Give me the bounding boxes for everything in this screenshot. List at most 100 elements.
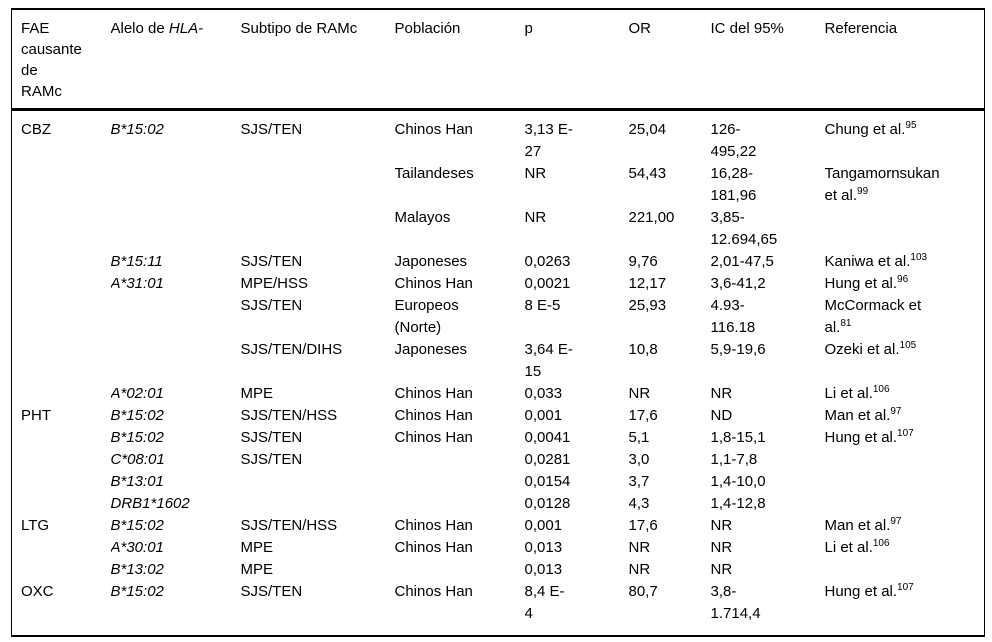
reference-citation-superscript: 81 xyxy=(840,318,852,329)
cell-allele: B*15:02 xyxy=(110,407,164,424)
reference-text: Li et al. xyxy=(824,539,873,556)
col-header-allele-gene: HLA- xyxy=(168,20,204,37)
cell-subtype: SJS/TEN xyxy=(240,121,303,138)
cell-ci: 126- 495,22 xyxy=(710,121,757,160)
cell-allele: C*08:01 xyxy=(110,451,165,468)
reference-text: Chung et al. xyxy=(824,121,906,138)
col-header-population: Población xyxy=(394,9,525,111)
col-header-p-value: p xyxy=(524,9,629,111)
cell-fae xyxy=(12,383,111,405)
cell-subtype: SJS/TEN/DIHS xyxy=(240,341,343,358)
cell-p: 0,013 xyxy=(524,539,563,556)
cell-or: 12,17 xyxy=(628,275,667,292)
cell-allele: B*13:02 xyxy=(110,561,164,578)
reference-citation-superscript: 97 xyxy=(890,516,902,527)
cell-reference xyxy=(825,559,985,581)
cell-fae xyxy=(12,295,111,339)
cell-subtype: SJS/TEN xyxy=(240,451,303,468)
cell-allele xyxy=(111,295,241,339)
cell-or: NR xyxy=(628,561,651,578)
cell-ci: 16,28- 181,96 xyxy=(710,165,757,204)
cell-allele: B*15:02 xyxy=(110,429,164,446)
cell-reference: McCormack et al.81 xyxy=(825,295,985,339)
cell-reference: Li et al.106 xyxy=(825,383,985,405)
cell-ci: 4.93- 116.18 xyxy=(710,297,756,336)
col-header-fae: FAE causante de RAMc xyxy=(11,9,111,111)
table-row: OXC B*15:02 SJS/TEN Chinos Han 8,4 E- 4 80,7 3… xyxy=(12,581,985,636)
reference-citation-superscript: 106 xyxy=(872,384,890,395)
reference-text: Ozeki et al. xyxy=(824,341,900,358)
cell-fae xyxy=(12,207,111,251)
cell-population: Chinos Han xyxy=(394,539,473,556)
table-row: DRB1*1602 0,0128 4,3 1,4-12,8 xyxy=(12,493,985,515)
cell-p: 0,0154 xyxy=(524,473,571,490)
cell-allele: A*31:01 xyxy=(110,275,164,292)
cell-or: 17,6 xyxy=(628,517,658,534)
cell-allele: B*15:02 xyxy=(110,517,164,534)
reference-text: Man et al. xyxy=(824,517,891,534)
table-row: B*15:02 SJS/TEN Chinos Han 0,0041 5,1 1,8-15,… xyxy=(12,427,985,449)
cell-or: 10,8 xyxy=(628,341,658,358)
cell-subtype: SJS/TEN xyxy=(240,297,303,314)
cell-population: Chinos Han xyxy=(394,517,473,534)
table-row: B*15:11 SJS/TEN Japoneses 0,0263 9,76 2,01-47… xyxy=(12,251,985,273)
cell-population xyxy=(395,559,525,581)
cell-fae xyxy=(12,559,111,581)
cell-fae xyxy=(12,493,111,515)
table-row: Malayos NR 221,00 3,85- 12.694,65 xyxy=(12,207,985,251)
cell-p: 0,033 xyxy=(524,385,563,402)
cell-reference: Hung et al.107 xyxy=(825,581,985,636)
cell-ci: NR xyxy=(710,561,733,578)
cell-subtype: SJS/TEN xyxy=(240,429,303,446)
header-row: FAE causante de RAMc Alelo de HLA- Subti… xyxy=(11,9,985,111)
cell-subtype: SJS/TEN xyxy=(240,583,303,600)
col-header-odds-ratio: OR xyxy=(628,9,711,111)
cell-subtype: MPE xyxy=(240,385,274,402)
cell-population xyxy=(395,449,525,471)
cell-subtype: MPE/HSS xyxy=(240,275,309,292)
cell-p: 0,0021 xyxy=(524,275,571,292)
col-header-allele: Alelo de HLA- xyxy=(110,9,241,111)
cell-allele: A*02:01 xyxy=(110,385,164,402)
cell-ci: 1,1-7,8 xyxy=(710,451,758,468)
cell-fae xyxy=(12,273,111,295)
col-header-subtype: Subtipo de RAMc xyxy=(240,9,395,111)
table-row: PHT B*15:02 SJS/TEN/HSS Chinos Han 0,001 17,6… xyxy=(12,405,985,427)
table-row: SJS/TEN Europeos (Norte) 8 E-5 25,93 4.93- 1… xyxy=(12,295,985,339)
cell-ci: 3,8- 1.714,4 xyxy=(710,583,761,622)
cell-or: 4,3 xyxy=(628,495,650,512)
cell-reference xyxy=(825,449,985,471)
cell-reference: Ozeki et al.105 xyxy=(825,339,985,383)
cell-reference: Kaniwa et al.103 xyxy=(825,251,985,273)
cell-reference: Man et al.97 xyxy=(825,405,985,427)
cell-population: Chinos Han xyxy=(394,121,473,138)
table-row: A*31:01 MPE/HSS Chinos Han 0,0021 12,17 3,6-4… xyxy=(12,273,985,295)
reference-citation-superscript: 95 xyxy=(905,120,917,131)
cell-fae: PHT xyxy=(21,407,51,424)
cell-reference: Chung et al.95 xyxy=(825,110,985,164)
cell-or: 3,0 xyxy=(628,451,650,468)
cell-population xyxy=(395,493,525,515)
cell-population: Japoneses xyxy=(394,253,468,270)
cell-reference: Tangamornsukan et al.99 xyxy=(825,163,985,207)
cell-ci: NR xyxy=(710,385,733,402)
col-header-reference: Referencia xyxy=(824,9,985,111)
cell-allele: B*15:11 xyxy=(110,253,163,270)
cell-fae xyxy=(12,339,111,383)
cell-population: Chinos Han xyxy=(394,429,473,446)
cell-p: 0,001 xyxy=(524,407,563,424)
cell-reference xyxy=(825,493,985,515)
reference-text: McCormack et al. xyxy=(824,297,922,336)
cell-allele: B*15:02 xyxy=(110,121,164,138)
cell-ci: NR xyxy=(710,539,733,556)
cell-p: 0,0128 xyxy=(524,495,571,512)
col-header-allele-prefix: Alelo de xyxy=(110,20,165,37)
table-row: LTG B*15:02 SJS/TEN/HSS Chinos Han 0,001 17,6… xyxy=(12,515,985,537)
cell-p: 0,013 xyxy=(524,561,563,578)
cell-reference: Man et al.97 xyxy=(825,515,985,537)
reference-text: Li et al. xyxy=(824,385,873,402)
cell-fae: LTG xyxy=(21,517,50,534)
cell-ci: 3,6-41,2 xyxy=(710,275,766,292)
reference-text: Hung et al. xyxy=(824,583,898,600)
reference-citation-superscript: 96 xyxy=(897,274,909,285)
